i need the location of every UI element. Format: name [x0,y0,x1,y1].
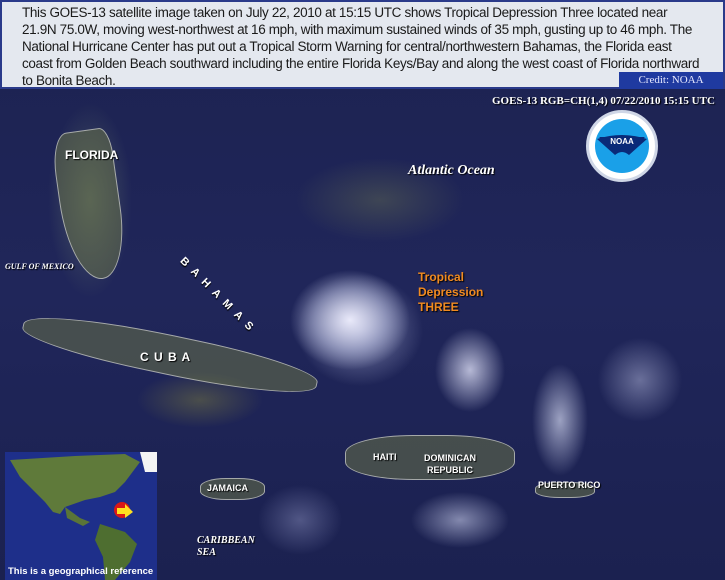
storm-label-line3: THREE [418,300,459,314]
inset-caption: This is a geographical reference [8,566,154,577]
label-bahamas: BAHAMAS [177,255,261,338]
hispaniola-landmass [345,435,515,480]
image-header: GOES-13 RGB=CH(1,4) 07/22/2010 15:15 UTC [492,95,715,107]
label-haiti: HAITI [373,452,397,462]
label-dominican-line1: DOMINICAN [424,453,476,463]
arrow-icon [117,504,133,518]
label-jamaica: JAMAICA [207,483,249,493]
label-cuba: C U B A [140,350,192,364]
noaa-logo: NOAA [586,110,658,182]
reference-map-inset: This is a geographical reference [5,452,157,580]
americas-map [10,452,157,580]
storm-label-line1: Tropical [418,270,465,284]
storm-label-line2: Depression [418,285,484,299]
label-atlantic-ocean: Atlantic Ocean [408,163,495,178]
label-dominican-line2: REPUBLIC [426,465,473,475]
puerto-rico-landmass [535,482,595,498]
label-caribbean-sea: CARIBBEAN SEA [197,535,255,559]
credit-badge: Credit: NOAA [619,72,723,89]
storm-label: Tropical Depression THREE [418,270,483,315]
label-florida: FLORIDA [65,148,119,162]
label-caribbean-line1: CARIBBEAN [197,535,255,546]
jamaica-landmass [200,478,265,500]
label-dominican-republic: DOMINICAN REPUBLIC [424,452,476,476]
label-caribbean-line2: SEA [197,547,216,558]
label-puerto-rico: PUERTO RICO [538,480,601,490]
caption-box: This GOES-13 satellite image taken on Ju… [0,0,725,89]
label-gulf-of-mexico: GULF OF MEXICO [5,262,74,271]
noaa-logo-text: NOAA [610,137,634,146]
caption-text: This GOES-13 satellite image taken on Ju… [22,5,700,88]
